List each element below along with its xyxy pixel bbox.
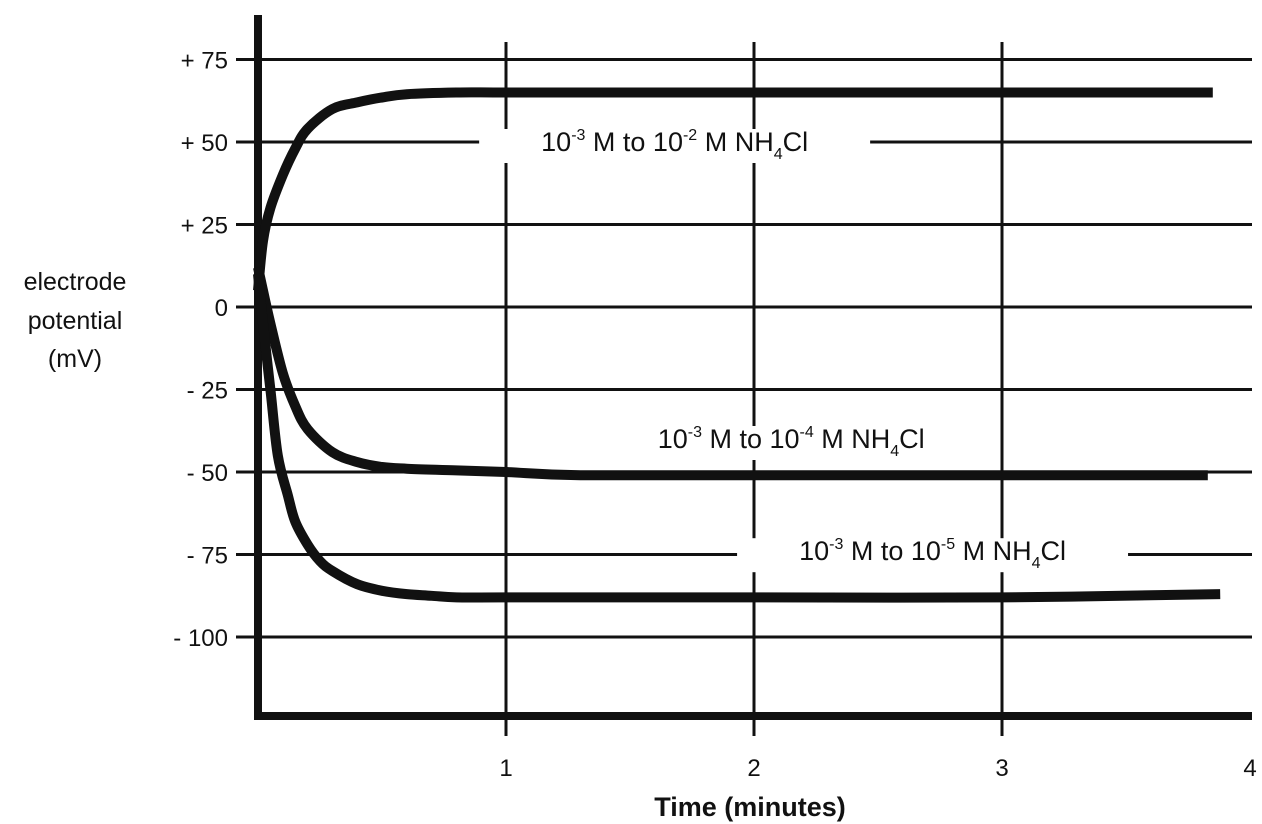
exponent: -3: [829, 536, 843, 553]
label-text: M to 10: [702, 424, 800, 454]
label-text: 10: [541, 127, 571, 157]
y-tick-label: - 25: [187, 378, 228, 405]
x-tick-label: 2: [747, 755, 760, 782]
exponent: -3: [571, 127, 585, 144]
exponent: -5: [941, 536, 955, 553]
label-text: M NH: [955, 536, 1032, 566]
exponent: -4: [800, 424, 814, 441]
series-label-to-1e-4: 10-3 M to 10-4 M NH4Cl: [658, 424, 925, 460]
label-text: M NH: [697, 127, 774, 157]
label-text: Cl: [783, 127, 809, 157]
y-tick-label: + 50: [181, 130, 228, 157]
subscript: 4: [774, 146, 783, 163]
tick-labels: + 75 + 50 + 25 0 - 25 - 50 - 75 - 100 1 2 3 4: [173, 48, 1256, 783]
y-tick-label: 0: [215, 295, 228, 322]
y-tick-label: + 25: [181, 213, 228, 240]
series-line-to-1e-4: [253, 266, 1208, 481]
series-label-background: [479, 129, 871, 163]
label-text: Cl: [1041, 536, 1067, 566]
series-label-background: [595, 426, 987, 460]
series-label-backgrounds: [479, 129, 1129, 573]
x-tick-label: 4: [1243, 755, 1256, 782]
y-axis-label-line-1: electrode: [24, 268, 127, 296]
subscript: 4: [890, 443, 899, 460]
series-line-to-1e-2: [253, 87, 1213, 291]
axes: [254, 15, 1252, 720]
label-text: 10: [658, 424, 688, 454]
exponent: -3: [688, 424, 702, 441]
y-tick-label: + 75: [181, 48, 228, 75]
label-text: Cl: [899, 424, 925, 454]
y-tick-label: - 100: [173, 625, 228, 652]
y-axis-label-line-2: potential: [28, 307, 123, 335]
label-text: M to 10: [843, 536, 941, 566]
y-tick-label: - 75: [187, 543, 228, 570]
series-line-to-1e-5: [253, 273, 1221, 603]
series-label-background: [737, 538, 1129, 573]
exponent: -2: [683, 127, 697, 144]
label-text: M to 10: [585, 127, 683, 157]
data-series: [253, 87, 1221, 603]
x-tick-label: 3: [995, 755, 1008, 782]
series-label-to-1e-2: 10-3 M to 10-2 M NH4Cl: [541, 127, 808, 163]
x-tick-label: 1: [499, 755, 512, 782]
y-tick-label: - 50: [187, 460, 228, 487]
y-axis-label-line-3: (mV): [48, 345, 102, 373]
subscript: 4: [1032, 555, 1041, 572]
label-text: 10: [799, 536, 829, 566]
x-axis-label: Time (minutes): [654, 792, 846, 822]
label-text: M NH: [814, 424, 891, 454]
series-label-to-1e-5: 10-3 M to 10-5 M NH4Cl: [799, 536, 1066, 572]
